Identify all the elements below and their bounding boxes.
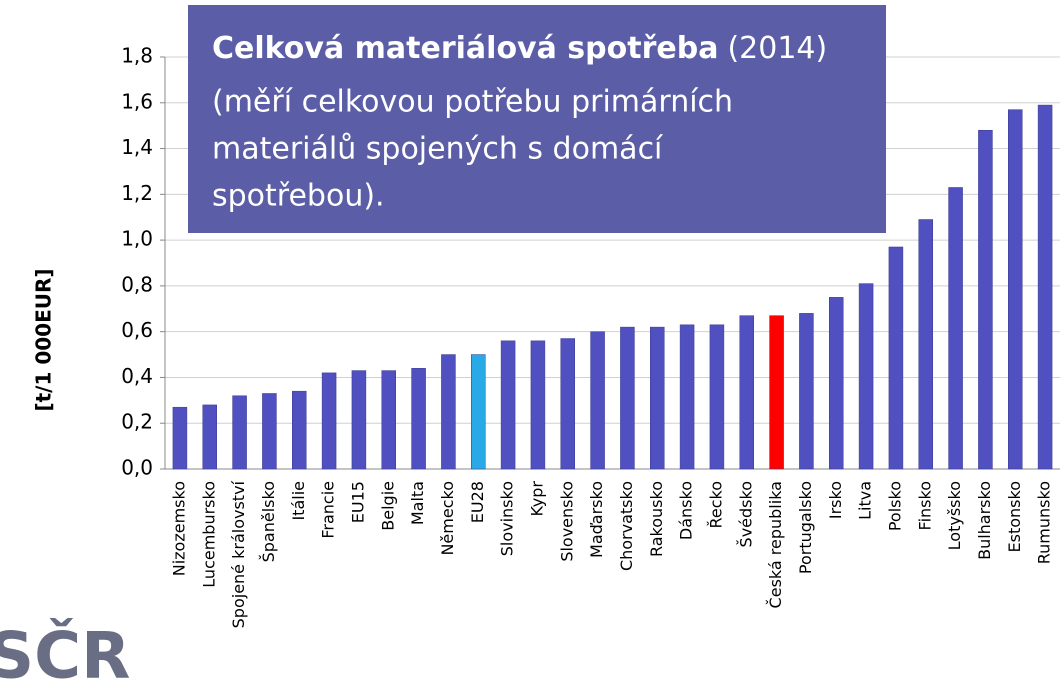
bar [560, 338, 575, 470]
x-tick-label: Německo [438, 481, 457, 556]
x-tick-label: Dánsko [677, 481, 696, 540]
x-tick-label: Malta [408, 481, 427, 525]
x-tick-label: Litva [856, 481, 875, 520]
y-tick-label: 1,8 [121, 44, 153, 68]
x-tick-label: Maďarsko [587, 481, 606, 558]
bar [530, 340, 546, 470]
bar [650, 326, 665, 470]
x-tick-label: Slovinsko [498, 481, 517, 556]
x-tick-label: Kypr [527, 481, 546, 517]
bar [232, 395, 247, 470]
y-axis-label: [t/1 000EUR] [32, 268, 56, 411]
x-tick-label: Slovensko [557, 481, 576, 562]
y-tick-label: 0,0 [121, 456, 153, 480]
x-tick-label: Chorvatsko [617, 481, 636, 571]
title-box [188, 5, 886, 233]
x-tick-label: Estonsko [1005, 481, 1024, 552]
bar [471, 354, 486, 470]
annotation: spotřebou). [212, 179, 385, 214]
bar [351, 370, 367, 470]
bar [441, 354, 456, 470]
x-tick-label: Spojené království [229, 480, 248, 628]
x-tick-label: Rakousko [647, 481, 666, 557]
bar [202, 404, 217, 470]
x-tick-label: Lotyšsko [945, 481, 964, 550]
bar [262, 393, 277, 470]
x-tick-label: Itálie [289, 481, 308, 521]
y-tick-label: 0,6 [121, 318, 153, 342]
x-tick-label: Rumunsko [1035, 481, 1054, 564]
bar [590, 331, 605, 470]
bar [829, 297, 844, 470]
chart-subtitle: (2014) [727, 31, 827, 66]
x-tick-label: Belgie [378, 481, 397, 531]
chart-title: Celková materiálová spotřeba [212, 31, 718, 66]
y-tick-label: 1,4 [121, 135, 153, 159]
x-tick-label: Řecko [706, 481, 725, 529]
x-tick-label: Finsko [915, 481, 934, 530]
logo: SČR [0, 618, 130, 692]
x-tick-label: Portugalsko [796, 481, 815, 574]
bar [918, 219, 933, 470]
bar [292, 390, 307, 470]
x-tick-label: Francie [319, 481, 338, 539]
y-tick-label: 0,2 [121, 410, 153, 434]
bar [948, 187, 963, 470]
bar [858, 283, 874, 470]
x-tick-label: Lucembursko [199, 481, 218, 588]
y-tick-label: 0,4 [121, 364, 153, 388]
y-tick-label: 0,8 [121, 272, 153, 296]
annotation: materiálů spojených s domácí [212, 132, 664, 167]
x-tick-label: EU28 [468, 481, 487, 523]
bar [799, 313, 814, 470]
y-tick-label: 1,6 [121, 89, 153, 113]
x-tick-label: Nizozemsko [169, 481, 188, 576]
bar [620, 326, 635, 470]
bar [769, 315, 784, 470]
bar [978, 129, 993, 470]
bar [321, 372, 337, 470]
x-tick-label: Irsko [826, 481, 845, 519]
bar [500, 340, 516, 470]
x-tick-label: EU15 [348, 481, 367, 523]
x-tick-label: Česká republika [766, 481, 785, 608]
bar [709, 324, 725, 470]
x-tick-label: Polsko [885, 481, 904, 531]
bar [1008, 109, 1023, 470]
bar [888, 246, 904, 470]
bar [172, 406, 188, 470]
y-tick-label: 1,2 [121, 181, 153, 205]
bar [739, 315, 754, 470]
bar [679, 324, 695, 470]
bar [411, 368, 426, 470]
x-tick-label: Bulharsko [975, 481, 994, 560]
bar [1037, 104, 1053, 470]
annotation: (měří celkovou potřebu primárních [212, 85, 733, 120]
title-line: Celková materiálová spotřeba (2014) [212, 31, 827, 66]
bar [381, 370, 396, 470]
plot-area: 0,0 0,2 0,4 0,6 0,8 1,0 1,2 1,4 1,6 1,8 Nizozemsko… [121, 44, 1060, 628]
y-tick-label: 1,0 [121, 227, 153, 251]
x-tick-label: Španělsko [259, 481, 278, 562]
x-tick-label: Švédsko [736, 481, 755, 547]
